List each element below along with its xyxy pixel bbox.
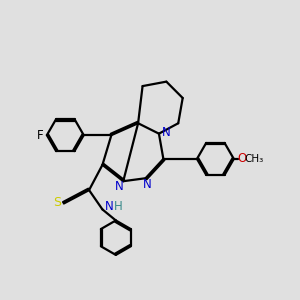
Text: N: N [143,178,152,191]
Text: N: N [162,126,171,139]
Text: H: H [113,200,122,213]
Text: CH₃: CH₃ [244,154,263,164]
Text: O: O [238,152,247,165]
Text: N: N [114,180,123,193]
Text: S: S [53,196,61,208]
Text: N: N [105,200,113,213]
Text: F: F [37,129,44,142]
